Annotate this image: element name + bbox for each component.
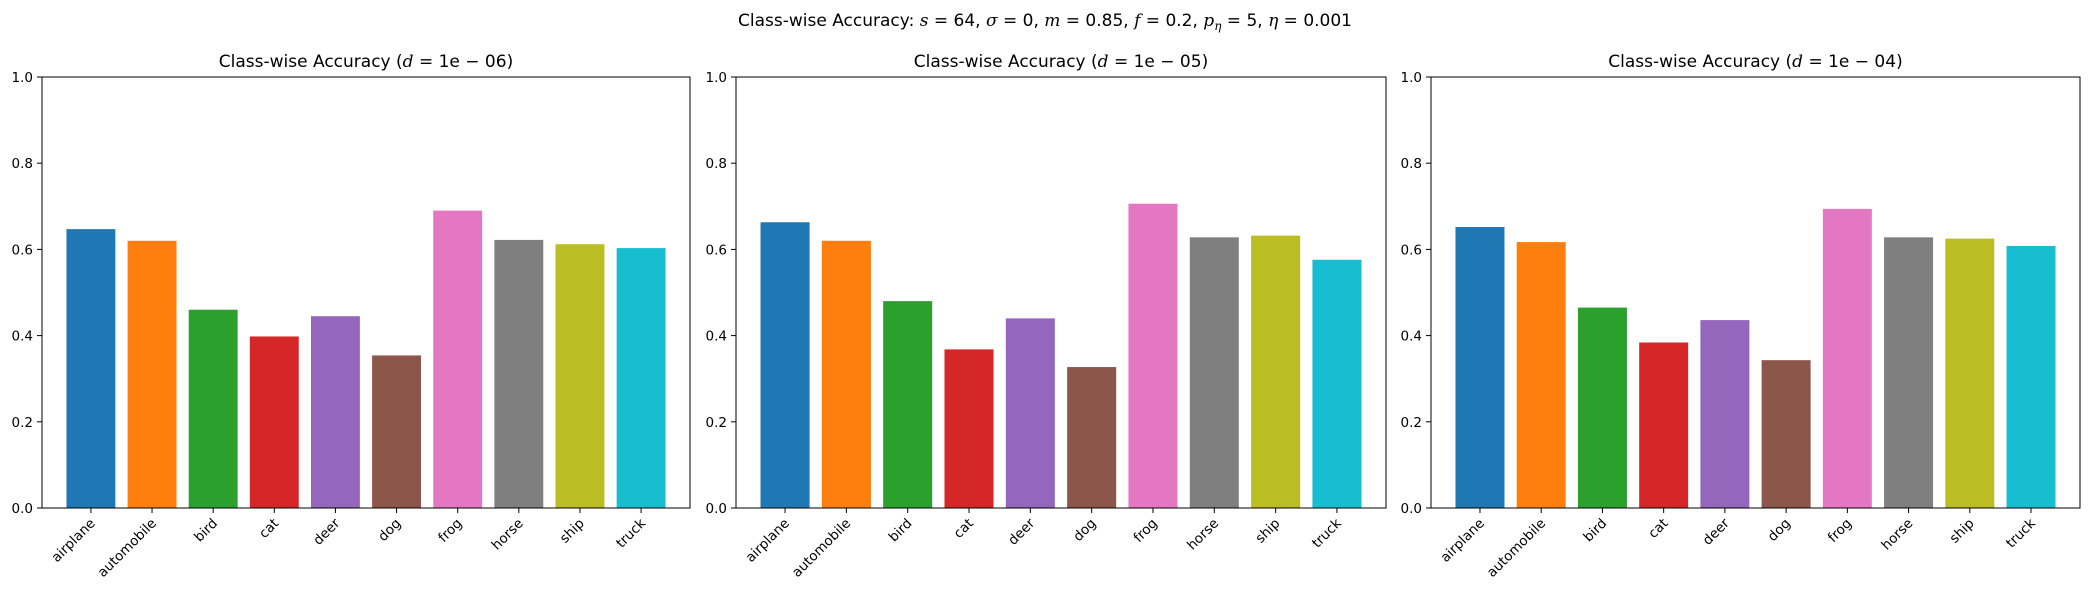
axes-frame <box>41 76 691 509</box>
y-tick-label: 0.8 <box>12 156 33 172</box>
y-tick-label: 1.0 <box>12 70 33 86</box>
y-tick-label: 0.0 <box>1401 501 1422 517</box>
bar-deer <box>1700 320 1750 508</box>
suptitle-param-subscript: η <box>1214 19 1222 33</box>
y-tick-label: 0.0 <box>706 501 727 517</box>
bar-dog <box>1067 367 1117 508</box>
bar-cat <box>944 349 994 508</box>
y-tick-label: 0.4 <box>1401 329 1422 345</box>
bar-horse <box>1189 237 1239 508</box>
suptitle-param-value: = 0 <box>998 11 1034 31</box>
y-tick-label: 1.0 <box>706 70 727 86</box>
y-tick-label: 0.2 <box>12 415 33 431</box>
subplot-title: Class-wise Accuracy (d = 1e − 04) <box>1608 52 1902 72</box>
suptitle-param-value: = 0.2 <box>1140 11 1192 31</box>
bar-automobile <box>1516 242 1566 508</box>
bar-dog <box>1761 360 1811 508</box>
figure-suptitle: Class-wise Accuracy: s = 64, σ = 0, m = … <box>738 11 1352 33</box>
suptitle-param-value: = 0.85 <box>1060 11 1123 31</box>
bar-bird <box>188 309 238 508</box>
subplot-title: Class-wise Accuracy (d = 1e − 06) <box>219 52 513 72</box>
bar-airplane <box>1455 226 1505 508</box>
suptitle-param-symbol: p <box>1203 11 1214 31</box>
y-tick-label: 0.8 <box>1401 156 1422 172</box>
bar-bird <box>883 301 933 508</box>
subplot-1: Class-wise Accuracy (d = 1e − 06) 0.0 0.2 0… <box>12 52 691 581</box>
bar-deer <box>310 316 360 508</box>
bar-airplane <box>760 222 810 508</box>
axes-frame <box>1430 76 2081 509</box>
bar-frog <box>433 210 483 509</box>
suptitle-param-value: = 0.001 <box>1278 11 1352 31</box>
bar-truck <box>2006 245 2056 508</box>
y-tick-label: 0.6 <box>706 242 727 258</box>
bar-dog <box>372 355 422 508</box>
y-tick-label: 0.4 <box>12 329 33 345</box>
subplot-title: Class-wise Accuracy (d = 1e − 05) <box>914 52 1208 72</box>
bar-cat <box>1639 342 1689 508</box>
axes-frame <box>735 76 1387 509</box>
y-tick-label: 0.6 <box>1401 242 1422 258</box>
y-tick-label: 0.4 <box>706 329 727 345</box>
suptitle-param-value: = 64 <box>928 11 975 31</box>
bar-frog <box>1128 203 1178 509</box>
suptitle-param-symbol: s <box>920 11 929 31</box>
bar-horse <box>1884 237 1934 508</box>
bar-airplane <box>66 229 116 508</box>
subplot-2: Class-wise Accuracy (d = 1e − 05) 0.0 0.2 0… <box>706 52 1387 581</box>
bar-automobile <box>127 240 177 508</box>
y-tick-label: 0.6 <box>12 242 33 258</box>
suptitle-param-value: = 5 <box>1221 11 1257 31</box>
y-tick-label: 0.2 <box>706 415 727 431</box>
suptitle-param-symbol: f <box>1132 11 1143 31</box>
suptitle-prefix: Class-wise Accuracy: <box>738 11 920 31</box>
bar-bird <box>1577 307 1627 508</box>
suptitle-param-symbol: m <box>1044 11 1060 31</box>
bar-ship <box>1251 235 1301 508</box>
bar-horse <box>494 239 544 508</box>
bar-ship <box>555 244 605 508</box>
y-tick-label: 0.0 <box>12 501 33 517</box>
bar-cat <box>249 336 299 508</box>
y-tick-label: 1.0 <box>1401 70 1422 86</box>
suptitle-param-symbol: σ <box>986 11 998 31</box>
bar-deer <box>1005 318 1055 508</box>
y-tick-label: 0.2 <box>1401 415 1422 431</box>
bar-frog <box>1822 208 1872 509</box>
bar-automobile <box>821 240 871 508</box>
bar-truck <box>616 248 666 508</box>
bar-ship <box>1945 238 1995 508</box>
suptitle-param-symbol: η <box>1268 11 1279 31</box>
y-tick-label: 0.8 <box>706 156 727 172</box>
bar-truck <box>1312 259 1362 508</box>
